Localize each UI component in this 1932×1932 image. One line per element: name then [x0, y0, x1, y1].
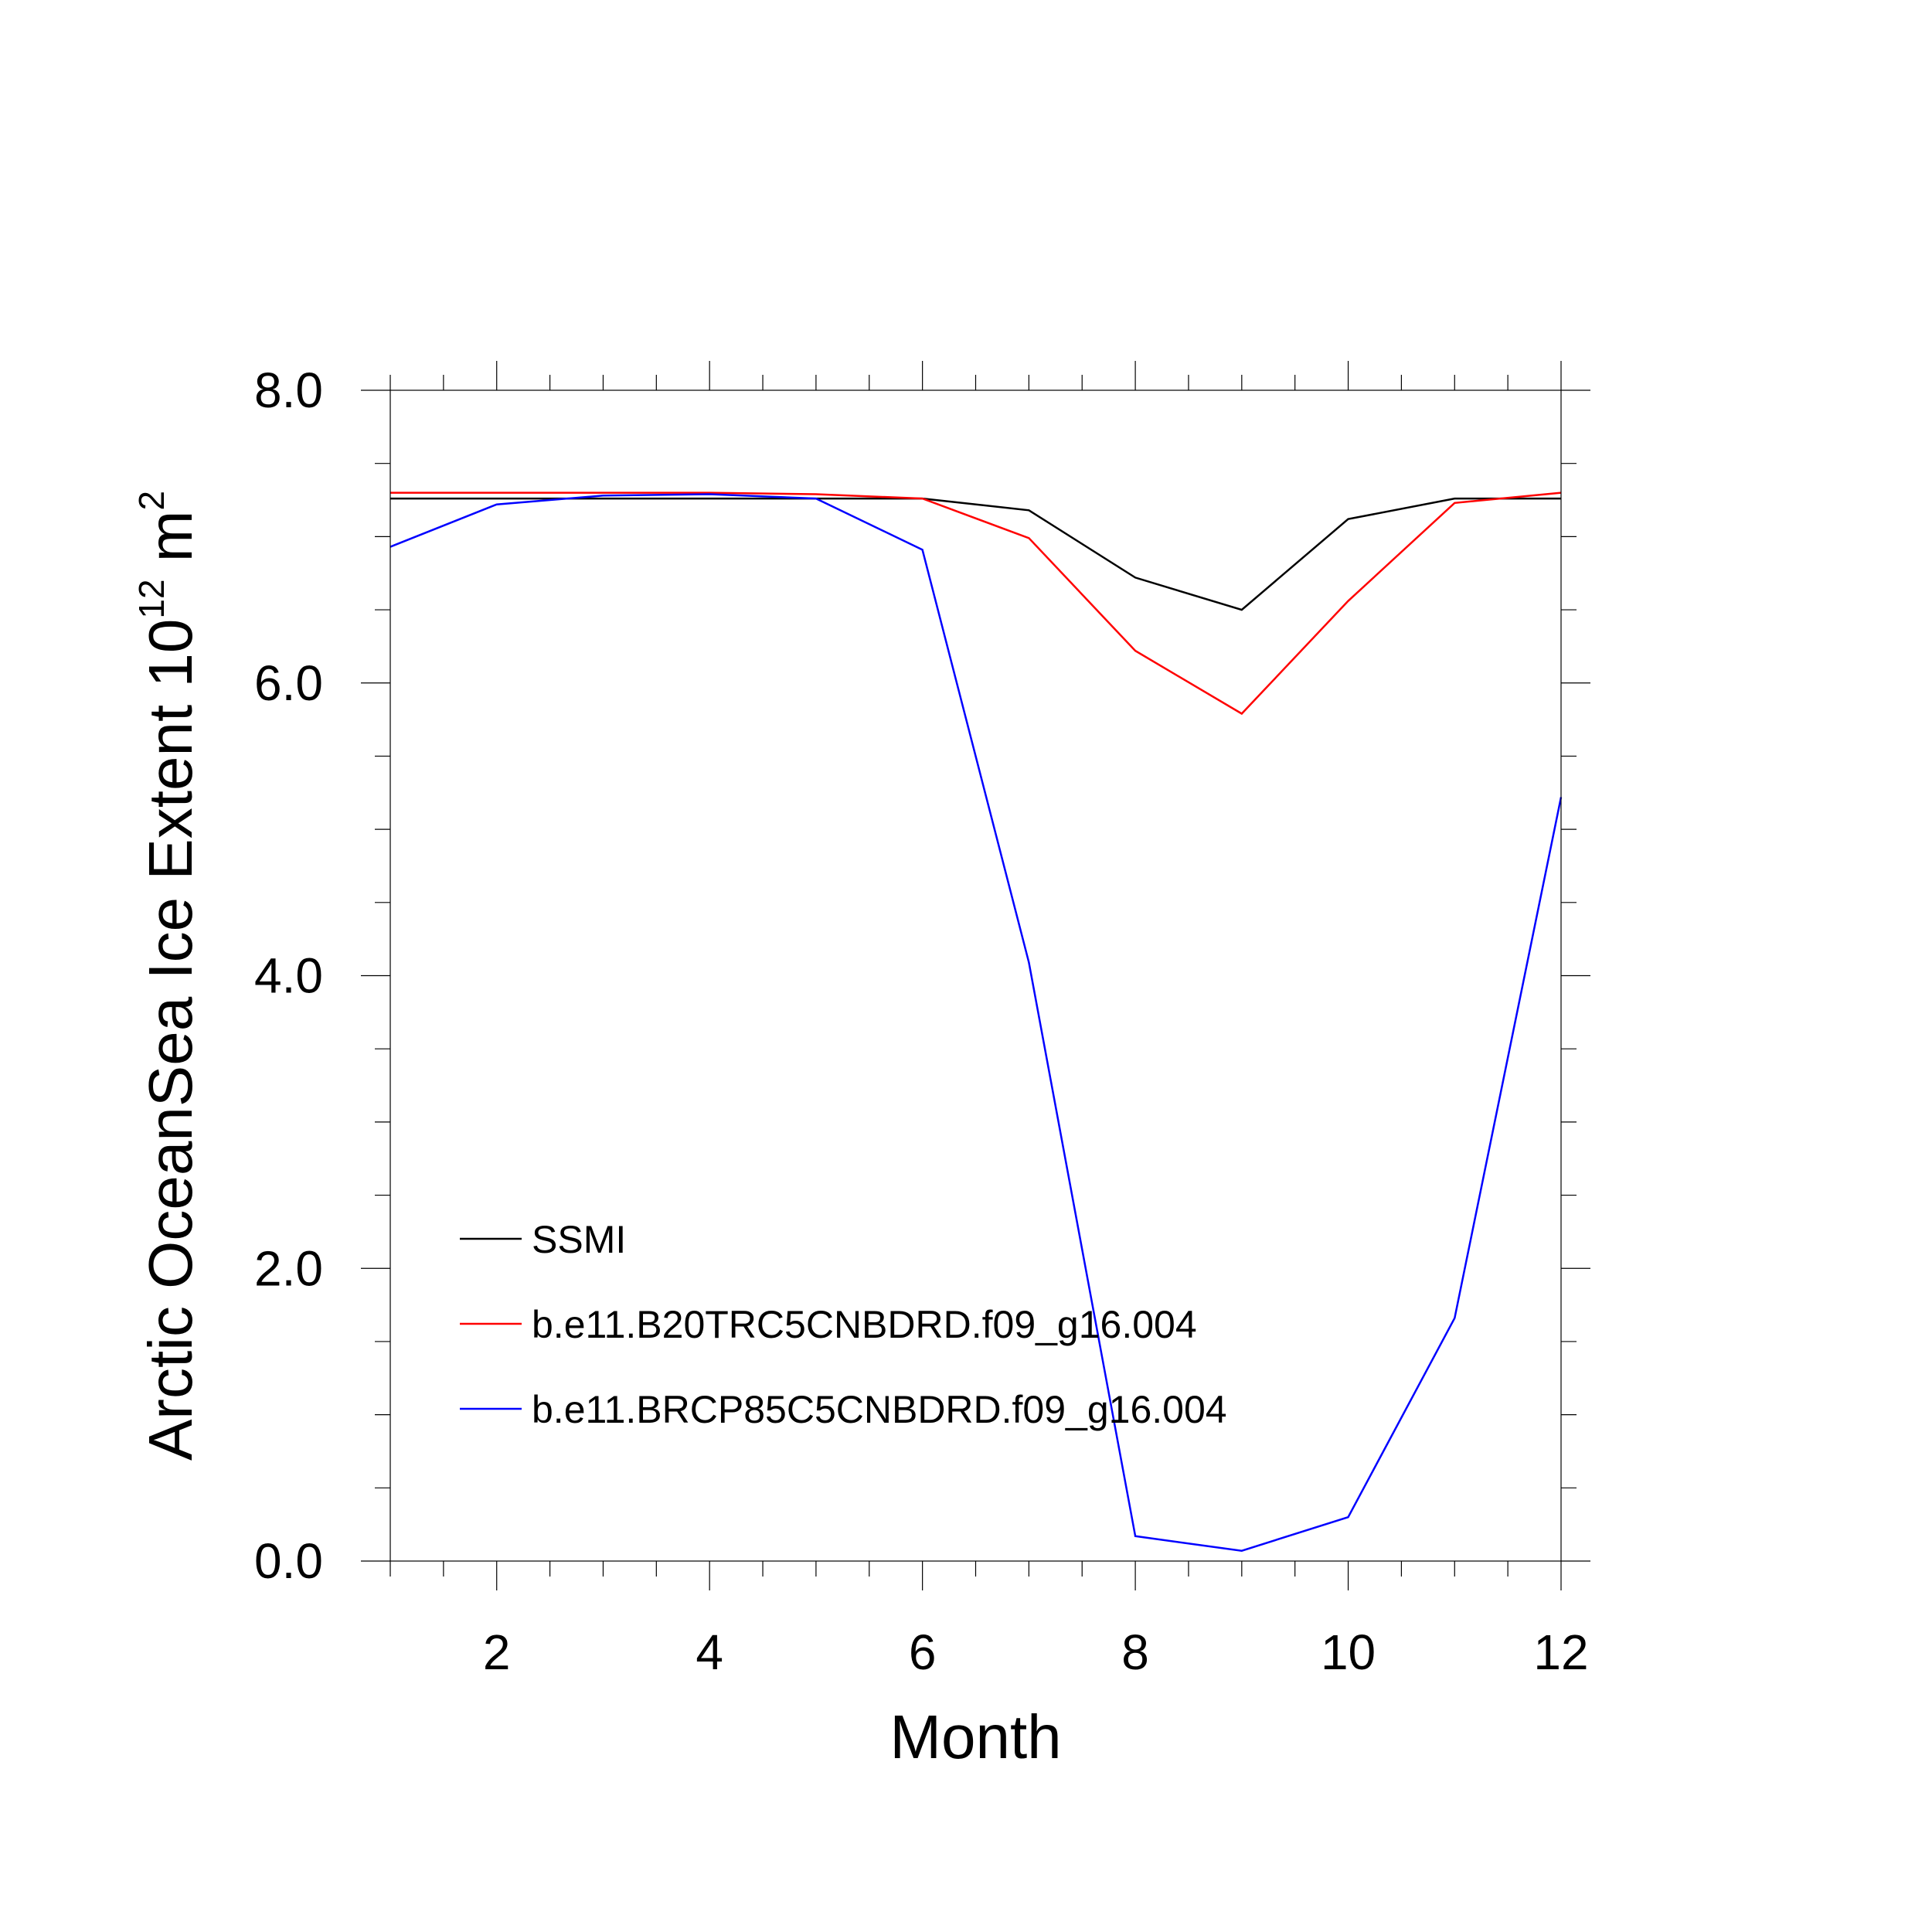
plot-frame: [389, 389, 1562, 1562]
x-tick-label: 8: [1121, 1624, 1149, 1680]
legend-label: SSMI: [532, 1218, 626, 1261]
legend-label: b.e11.B20TRC5CNBDRD.f09_g16.004: [532, 1303, 1197, 1346]
x-tick-label: 10: [1321, 1624, 1376, 1680]
x-tick-label: 4: [696, 1624, 723, 1680]
legend: SSMI b.e11.B20TRC5CNBDRD.f09_g16.004 b.e11…: [460, 1218, 1227, 1431]
y-tick-label: 4.0: [254, 948, 323, 1004]
series-line: [390, 497, 1561, 611]
tick-labels: 2 4 6 8 10 12 0.0 2.0 4.0 6.0 8.0: [254, 362, 1589, 1680]
y-tick-label: 2.0: [254, 1240, 323, 1296]
y-tick-label: 6.0: [254, 655, 323, 711]
y-axis-label-main: Arctic OceanSea Ice Extent 10: [136, 619, 205, 1461]
y-axis-label-exponent: 12: [131, 579, 172, 618]
y-axis-label-unit: m: [136, 511, 205, 580]
series-line: [389, 493, 1563, 1552]
x-tick-label: 6: [909, 1624, 937, 1680]
series-line: [390, 492, 1562, 716]
x-tick-label: 2: [483, 1624, 511, 1680]
y-tick-label: 0.0: [254, 1533, 323, 1589]
series-lines: [389, 492, 1563, 1552]
legend-label: b.e11.BRCP85C5CNBDRD.f09_g16.004: [532, 1388, 1227, 1431]
x-axis-label: Month: [889, 1702, 1061, 1771]
axis-ticks: [361, 361, 1590, 1590]
y-axis-label: Arctic OceanSea Ice Extent 1012 m2: [131, 491, 205, 1461]
x-tick-label: 12: [1533, 1624, 1588, 1680]
y-tick-label: 8.0: [254, 362, 323, 418]
y-axis-label-unit-exponent: 2: [131, 491, 172, 511]
